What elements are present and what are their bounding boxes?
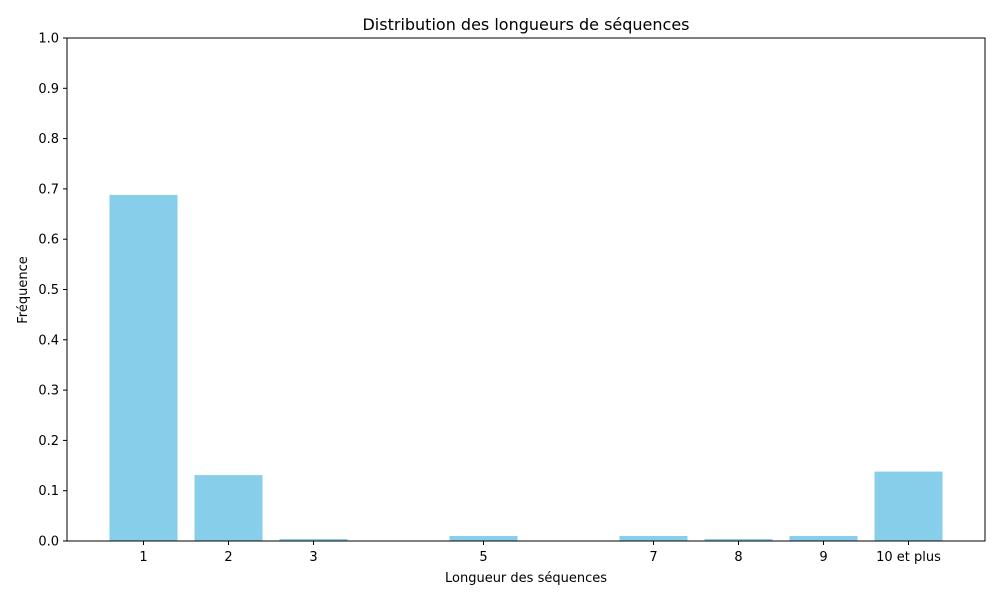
y-tick-label: 0.0 — [38, 535, 59, 550]
bar-9 — [789, 535, 858, 541]
y-tick-label: 0.2 — [38, 434, 59, 449]
bar-3 — [279, 538, 348, 541]
bar-5 — [449, 535, 518, 541]
x-tick-label: 8 — [734, 550, 742, 565]
y-tick-label: 0.8 — [38, 132, 59, 147]
bar-1 — [109, 194, 178, 541]
y-tick-label: 0.1 — [38, 484, 59, 499]
y-tick-label: 0.4 — [38, 333, 59, 348]
y-axis: 0.0 0.1 0.2 0.3 0.4 0.5 0.6 0.7 0.8 0.9 1.0 — [38, 32, 67, 550]
x-tick-label: 2 — [224, 550, 232, 565]
bar-2 — [194, 475, 263, 541]
plot-frame — [66, 37, 986, 542]
y-tick-label: 0.6 — [38, 233, 59, 248]
y-tick-label: 0.9 — [38, 82, 59, 97]
bars-layer — [109, 194, 943, 541]
x-tick-label: 3 — [309, 550, 317, 565]
chart-title: Distribution des longueurs de séquences — [362, 15, 689, 34]
bar-8 — [704, 538, 773, 541]
y-axis-label: Fréquence — [16, 256, 31, 323]
y-tick-label: 1.0 — [38, 32, 59, 47]
x-tick-label: 10 et plus — [876, 550, 941, 565]
y-tick-label: 0.5 — [38, 283, 59, 298]
y-tick-label: 0.3 — [38, 384, 59, 399]
x-tick-label: 9 — [819, 550, 827, 565]
bar-10-et-plus — [874, 471, 943, 541]
bar-7 — [619, 535, 688, 541]
x-axis-label: Longueur des séquences — [445, 571, 607, 586]
x-tick-label: 1 — [139, 550, 147, 565]
x-tick-label: 5 — [479, 550, 487, 565]
y-tick-label: 0.7 — [38, 182, 59, 197]
x-axis: 1 2 3 5 7 8 9 10 et plus — [139, 541, 941, 565]
x-tick-label: 7 — [649, 550, 657, 565]
